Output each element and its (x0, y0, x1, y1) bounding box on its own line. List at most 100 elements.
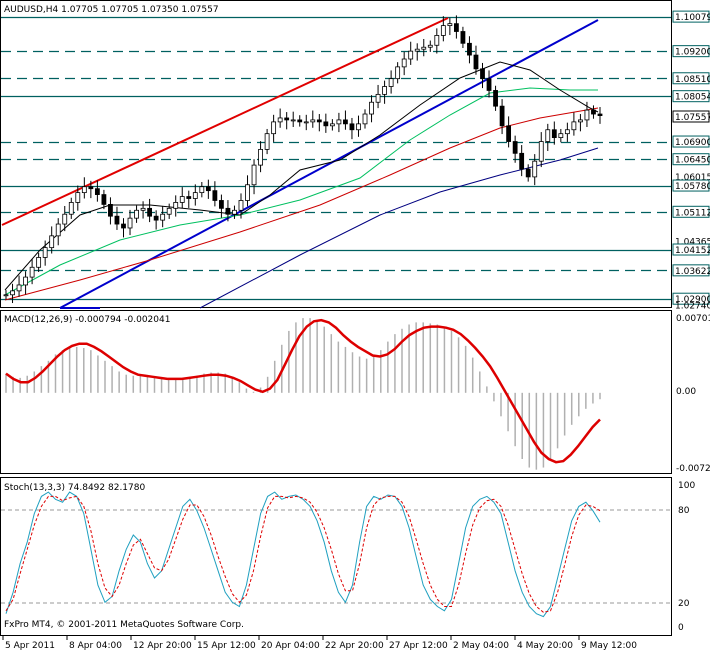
main-chart-header: AUDUSD,H4 1.07705 1.07705 1.07350 1.0755… (4, 5, 219, 15)
candle-body (453, 23, 459, 32)
candle-body (421, 46, 427, 50)
candle-body (68, 202, 74, 215)
time-label: 4 May 20:00 (517, 641, 573, 651)
candle-body (558, 133, 564, 139)
candle-body (179, 196, 185, 203)
price-label-box (672, 153, 710, 166)
candle-body (447, 23, 453, 27)
candle-body (290, 119, 296, 122)
current-price-tag: 1.07557 (672, 110, 710, 123)
price-candles (3, 15, 603, 304)
macd-histogram (5, 318, 601, 470)
candle-body (166, 207, 172, 215)
candle-body (225, 207, 231, 215)
time-label: 8 Apr 04:00 (69, 641, 122, 651)
candle-body (153, 215, 159, 221)
red-channel-line[interactable] (1, 17, 449, 226)
candle-body (147, 207, 153, 217)
macd-scale-zero: 0.00 (676, 387, 696, 397)
time-label: 20 Apr 04:00 (261, 641, 320, 651)
copyright-footer: FxPro MT4, © 2001-2011 MetaQuotes Softwa… (4, 620, 244, 630)
time-label: 12 Apr 20:00 (133, 641, 192, 651)
candle-body (251, 164, 257, 186)
candle-body (486, 78, 492, 91)
candle-body (480, 68, 485, 80)
candle-body (316, 119, 322, 123)
time-label: 2 May 04:00 (453, 641, 509, 651)
candle-body (460, 31, 466, 44)
candle-body (551, 129, 557, 139)
candle-body (343, 119, 348, 125)
candle-body (499, 105, 505, 127)
candle-body (401, 58, 407, 68)
candle-body (160, 213, 166, 221)
candle-body (349, 123, 355, 131)
stoch-scale-100: 100 (678, 481, 695, 491)
candle-body (584, 109, 590, 121)
candle-body (571, 121, 577, 131)
macd-scale-bottom: -0.00723 (676, 464, 710, 474)
candle-body (186, 196, 192, 199)
candle-body (127, 217, 133, 229)
candle-body (36, 257, 42, 268)
candle-body (414, 48, 420, 52)
candle-body (121, 223, 126, 229)
price-label: 1.06015 (675, 173, 710, 183)
macd-panel-frame (0, 310, 672, 474)
candle-body (578, 119, 583, 123)
current-price-label: 1.07557 (675, 113, 710, 123)
price-label-box (672, 90, 710, 103)
candle-body (506, 125, 512, 142)
candle-body (16, 284, 22, 292)
time-label: 9 May 12:00 (581, 641, 637, 651)
candle-body (356, 123, 361, 131)
price-label: 1.06900 (675, 138, 710, 148)
price-label: 1.03622 (675, 267, 710, 277)
candle-body (245, 184, 250, 201)
price-label: 1.04152 (675, 246, 710, 256)
candle-body (545, 129, 551, 142)
candle-body (238, 200, 244, 211)
ma-green-line (4, 87, 598, 296)
candle-body (519, 152, 525, 170)
candle-body (538, 141, 544, 162)
candle-body (440, 25, 446, 36)
candle-body (81, 186, 87, 194)
price-label: 1.05112 (675, 208, 710, 218)
macd-signal-line (5, 318, 601, 464)
candle-body (375, 93, 381, 103)
stoch-header: Stoch(13,3,3) 74.8492 82.1780 (4, 483, 145, 493)
price-scale: 1.10079 1.09200 1.08510 1.08054 1.06900 1.064… (672, 10, 710, 312)
candle-body (277, 117, 283, 123)
candle-body (108, 204, 113, 217)
candle-body (297, 119, 303, 123)
stoch-scale-20: 20 (678, 599, 690, 609)
blue-upper-channel-line[interactable] (59, 19, 599, 309)
candle-body (323, 121, 329, 127)
candle-body (23, 276, 28, 286)
price-label-box (672, 264, 710, 277)
candle-body (303, 121, 309, 124)
candle-body (88, 186, 94, 190)
price-label: 1.04365 (675, 238, 710, 248)
macd-header: MACD(12,26,9) -0.000794 -0.002041 (4, 315, 170, 325)
price-label-box (672, 243, 710, 256)
candle-body (408, 50, 414, 60)
price-label-box (672, 45, 710, 58)
horizontal-level-lines (1, 16, 671, 301)
candle-body (597, 113, 603, 116)
price-label: 1.09200 (675, 48, 710, 58)
candle-body (271, 121, 277, 135)
candle-body (101, 194, 107, 205)
time-label: 15 Apr 12:00 (197, 641, 256, 651)
stoch-signal-line (5, 495, 601, 613)
candle-body (336, 119, 342, 125)
price-label-box (672, 10, 710, 23)
candle-body (434, 35, 440, 46)
candle-body (473, 54, 479, 70)
candle-body (205, 186, 211, 192)
candle-body (212, 190, 218, 201)
candle-body (264, 133, 270, 150)
time-label: 22 Apr 20:00 (325, 641, 384, 651)
